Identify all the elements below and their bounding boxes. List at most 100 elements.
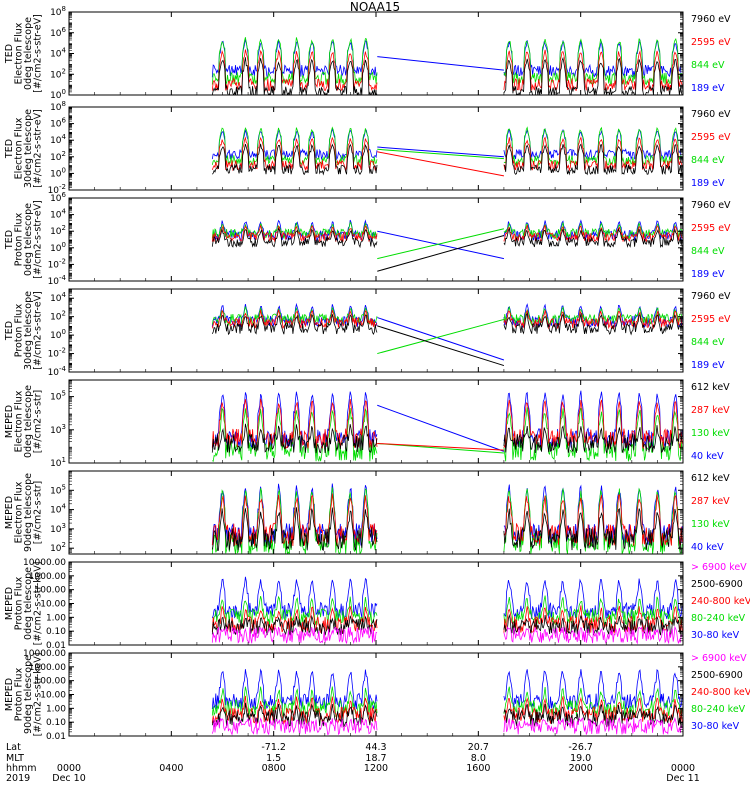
ytick-label: 100: [50, 166, 66, 179]
trace--6900-kev: [211, 717, 378, 736]
trace-612-kev: [211, 423, 378, 454]
ytick-label: 100: [50, 88, 66, 101]
ytick-label: 10-4: [48, 365, 67, 378]
ylabel-line: 90deg telescope: [23, 655, 34, 734]
mlt-value: 19.0: [570, 753, 591, 764]
series-189-ev: [211, 38, 683, 78]
trace-2595-ev: [503, 225, 683, 243]
axis-row-label: 2019: [6, 773, 30, 784]
legend-entry: 844 eV: [691, 60, 725, 71]
axis-row-label: Lat: [6, 742, 21, 753]
ytick-label: 105: [50, 483, 66, 496]
ytick-label: 106: [50, 117, 66, 130]
lat-value: 44.3: [365, 742, 386, 753]
trace-2595-ev: [503, 136, 683, 172]
ytick-label: 10000.00: [23, 649, 66, 659]
legend-entry: 287 keV: [691, 405, 730, 416]
legend-entry: 7960 eV: [691, 14, 731, 25]
ylabel-line: TED: [4, 44, 15, 64]
series-612-kev: [211, 507, 683, 551]
series-844-ev: [211, 126, 683, 167]
ylabel-line: [#/cm2-s-str]: [33, 481, 44, 544]
ytick-label: 106: [50, 191, 66, 204]
axis-row-label: MLT: [6, 753, 24, 764]
trace-189-ev: [503, 219, 683, 241]
ylabel-line: [#/cm2-s-str-eV]: [33, 200, 44, 279]
gap-line: [377, 442, 504, 451]
series-130-kev: [211, 487, 683, 554]
plot-title: NOAA15: [349, 0, 401, 14]
ytick-label: 102: [50, 541, 66, 554]
ylabel-line: [#/cm2-s-str]: [33, 390, 44, 453]
legend-entry: 130 keV: [691, 428, 730, 439]
trace-7960-ev: [211, 57, 378, 95]
trace-844-ev: [503, 305, 683, 327]
ylabel-line: TED: [4, 321, 15, 341]
legend-entry: 189 eV: [691, 360, 725, 371]
legend-entry: 2500-6900: [691, 670, 743, 681]
legend-entry: 844 eV: [691, 246, 725, 257]
ylabel-line: Electron Flux: [14, 390, 25, 452]
ytick-label: 108: [50, 5, 66, 18]
panel-4-series: [211, 302, 683, 367]
ytick-label: 1000.00: [29, 572, 66, 582]
ylabel-line: 0deg telescope: [23, 385, 34, 458]
panel-3-series: [211, 219, 683, 272]
legend-entry: 130 keV: [691, 519, 730, 530]
trace-2595-ev: [211, 49, 378, 92]
trace-7960-ev: [503, 227, 683, 249]
gap-line: [377, 151, 505, 177]
series-7960-ev: [211, 312, 683, 367]
ytick-label: 102: [50, 224, 66, 237]
series-80-240-kev: [212, 595, 683, 627]
series-7960-ev: [211, 143, 683, 176]
gap-line: [377, 148, 504, 160]
panel-2-series: [211, 126, 683, 177]
ylabel-line: Proton Flux: [14, 212, 25, 266]
trace-7960-ev: [503, 56, 683, 95]
ytick-label: 1.00: [46, 613, 66, 623]
trace-80-240-kev: [212, 595, 378, 626]
ytick-label: 104: [50, 291, 66, 304]
lat-value: 20.7: [468, 742, 489, 753]
trace-844-ev: [211, 37, 378, 86]
trace-80-240-kev: [211, 686, 378, 718]
trace-844-ev: [211, 126, 378, 166]
legend-entry: 80-240 keV: [691, 704, 746, 715]
ytick-label: 0.01: [46, 641, 66, 651]
gap-line: [377, 228, 505, 260]
trace-80-240-kev: [503, 595, 683, 627]
panel-frame: [68, 106, 684, 191]
trace--6900-kev: [503, 625, 683, 645]
ylabel-line: Electron Flux: [14, 22, 25, 84]
series-2595-ev: [211, 224, 683, 243]
hhmm-value: 1200: [364, 763, 388, 774]
legend-entry: 2595 eV: [691, 132, 731, 143]
day-value: Dec 11: [666, 773, 700, 784]
legend-entry: 240-800 keV: [691, 596, 750, 607]
mlt-value: 18.7: [365, 753, 386, 764]
trace-240-800-kev: [211, 606, 378, 633]
axis-row-label: hhmm: [6, 763, 37, 774]
panel-6-series: [211, 483, 683, 554]
legend-entry: 189 eV: [691, 178, 725, 189]
ytick-label: 100: [50, 241, 66, 254]
legend-entry: > 6900 keV: [691, 562, 747, 573]
ylabel-line: MEPED: [4, 587, 15, 620]
trace-612-kev: [503, 425, 683, 454]
ytick-label: 100: [50, 328, 66, 341]
legend-entry: 287 keV: [691, 496, 730, 507]
legend-entry: 40 keV: [691, 542, 724, 553]
trace--6900-kev: [503, 716, 683, 735]
trace-130-kev: [211, 487, 378, 554]
legend-entry: 240-800 keV: [691, 687, 750, 698]
ytick-label: 104: [50, 503, 66, 516]
ylabel-line: 30deg telescope: [23, 291, 34, 370]
trace-2595-ev: [211, 309, 378, 329]
